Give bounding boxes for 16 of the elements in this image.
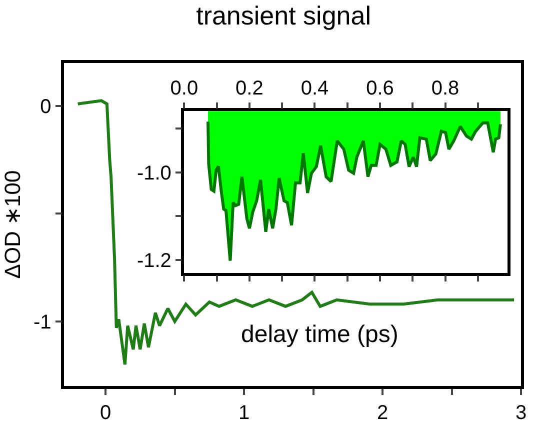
x-tick-label: 0.4 xyxy=(300,77,329,100)
y-tick-label: -1.0 xyxy=(136,162,172,184)
chart-title: transient signal xyxy=(196,0,371,31)
x-tick-label: 3 xyxy=(515,402,527,424)
y-axis-title: ΔOD ∗100 xyxy=(0,170,25,279)
y-tick-label: -1 xyxy=(33,311,52,334)
x-tick-label: 0.2 xyxy=(236,77,264,100)
x-tick-label: 0.8 xyxy=(431,77,460,100)
x-tick-label: 2 xyxy=(376,402,388,424)
x-tick-label: 0.6 xyxy=(366,77,394,100)
x-tick-label: 0 xyxy=(100,402,112,424)
x-tick-label: 1 xyxy=(238,402,250,424)
x-axis-title: delay time (ps) xyxy=(241,321,398,348)
x-tick-label: 0.0 xyxy=(170,77,198,100)
y-tick-label: -1.2 xyxy=(136,250,172,272)
line-series xyxy=(76,99,516,366)
